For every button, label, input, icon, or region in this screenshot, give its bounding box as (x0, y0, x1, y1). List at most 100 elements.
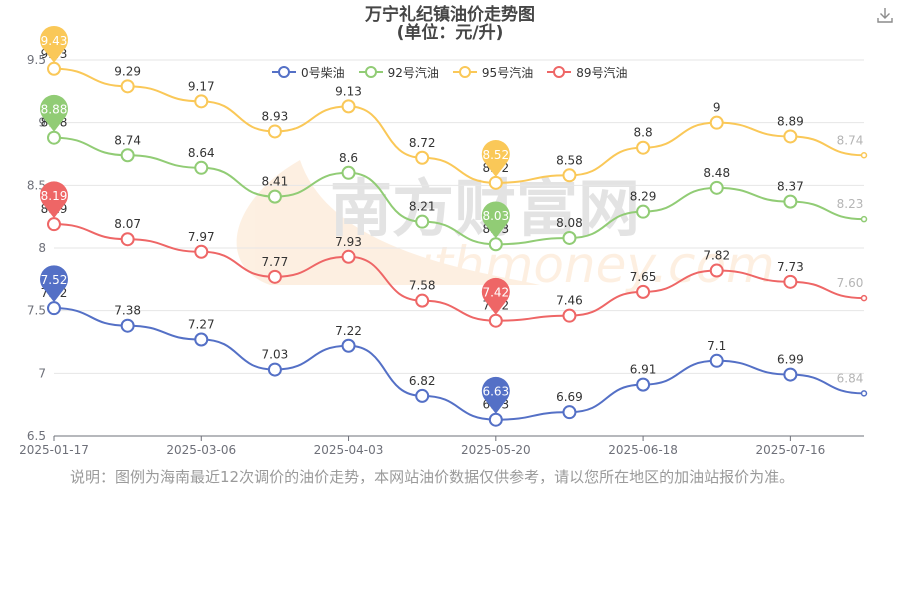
pin-shape (39, 94, 69, 132)
data-point (47, 217, 61, 232)
data-point (415, 214, 430, 229)
data-point (562, 308, 577, 323)
data-point (709, 180, 724, 195)
data-point (120, 232, 135, 247)
legend-marker (547, 66, 572, 78)
data-point (783, 129, 798, 144)
data-point (120, 148, 135, 163)
pin-marker: 8.88 (39, 94, 69, 132)
chart-subtitle: (单位：元/升) (396, 23, 504, 43)
pin-shape (40, 265, 69, 303)
data-point (47, 301, 61, 316)
data-label: 8.29 (630, 190, 657, 204)
data-point (488, 175, 503, 190)
pin-label: 6.63 (482, 385, 509, 399)
y-tick-label: 7.5 (27, 304, 46, 318)
pin-marker: 9.43 (39, 25, 69, 63)
data-point (120, 79, 135, 94)
x-tick-label: 2025-06-18 (608, 443, 678, 457)
data-label: 9 (713, 101, 721, 115)
data-point (562, 405, 577, 420)
data-label: 7.38 (114, 304, 141, 318)
data-point (194, 94, 209, 109)
chart-note: 说明：图例为海南最近12次调价的油价走势，本网站油价数据仅供参考，请以您所在地区… (70, 468, 795, 486)
y-tick-label: 7 (38, 366, 46, 380)
data-point (120, 318, 135, 333)
pin-label: 8.19 (41, 189, 68, 203)
data-point (267, 124, 282, 139)
data-point (341, 165, 356, 180)
data-point (709, 115, 724, 130)
legend-marker (358, 66, 383, 78)
data-label: 7.65 (630, 270, 657, 284)
x-tick-label: 2025-03-06 (166, 443, 236, 457)
legend-item[interactable]: 95号汽油 (452, 64, 534, 81)
data-point (267, 269, 282, 284)
data-point (47, 61, 61, 76)
pin-label: 8.03 (482, 209, 509, 223)
data-label: 8.74 (114, 133, 141, 147)
data-label: 6.91 (630, 363, 657, 377)
series-line-diesel-0 (53, 307, 865, 421)
data-point (488, 237, 503, 252)
data-label: 7.77 (262, 255, 289, 269)
data-point (636, 204, 651, 219)
pin-marker: 7.52 (40, 265, 69, 303)
pin-shape (481, 201, 510, 239)
legend-marker (272, 66, 296, 78)
pin-shape (481, 376, 510, 414)
legend-label: 95号汽油 (481, 65, 534, 80)
y-tick-label: 6.5 (27, 429, 46, 443)
legend-label: 92号汽油 (387, 65, 439, 80)
data-point (860, 294, 868, 302)
legend-item[interactable]: 92号汽油 (358, 64, 439, 81)
data-point (636, 284, 651, 299)
data-point (415, 388, 430, 403)
data-point (562, 168, 577, 183)
data-point (341, 249, 356, 264)
data-label: 8.64 (188, 146, 215, 160)
data-point (415, 150, 430, 165)
data-label: 8.21 (409, 200, 436, 214)
data-point (783, 194, 798, 209)
legend-marker (452, 66, 477, 78)
legend-item[interactable]: 89号汽油 (547, 64, 627, 81)
data-point (488, 313, 503, 328)
data-point (636, 140, 651, 155)
data-point (562, 230, 577, 245)
x-tick-label: 2025-07-16 (755, 443, 825, 457)
watermark: 南方财富网southmoney.com (236, 160, 775, 294)
data-label: 9.17 (188, 79, 215, 93)
data-label: 8.8 (634, 126, 653, 140)
data-point (783, 274, 798, 289)
y-tick-label: 9 (38, 116, 46, 130)
data-label: 7.03 (262, 348, 289, 362)
data-point (860, 215, 868, 223)
pin-shape (481, 140, 510, 177)
data-label: 8.74 (837, 133, 864, 147)
data-point (267, 362, 282, 377)
pin-shape (39, 25, 69, 63)
download-icon[interactable] (876, 6, 894, 24)
pin-marker: 6.63 (481, 376, 510, 414)
legend-item[interactable]: 0号柴油 (272, 64, 345, 81)
data-point (341, 338, 356, 353)
data-label: 8.41 (262, 175, 289, 189)
data-point (194, 244, 209, 259)
pin-marker: 8.19 (40, 181, 69, 219)
pin-label: 7.42 (482, 286, 509, 300)
data-label: 7.60 (837, 276, 864, 290)
data-point (709, 353, 724, 368)
pin-shape (481, 277, 510, 315)
data-label: 8.93 (262, 109, 289, 123)
chart-legend: 0号柴油 92号汽油 95号汽油 89号汽油 (272, 62, 627, 82)
data-label: 7.27 (188, 317, 215, 331)
y-tick-label: 9.5 (27, 53, 46, 67)
pin-marker: 8.52 (481, 140, 510, 177)
data-label: 6.99 (777, 353, 804, 367)
data-point (709, 263, 724, 278)
data-label: 7.82 (703, 249, 730, 263)
pin-marker: 8.03 (481, 201, 510, 239)
pin-label: 8.88 (41, 103, 68, 117)
